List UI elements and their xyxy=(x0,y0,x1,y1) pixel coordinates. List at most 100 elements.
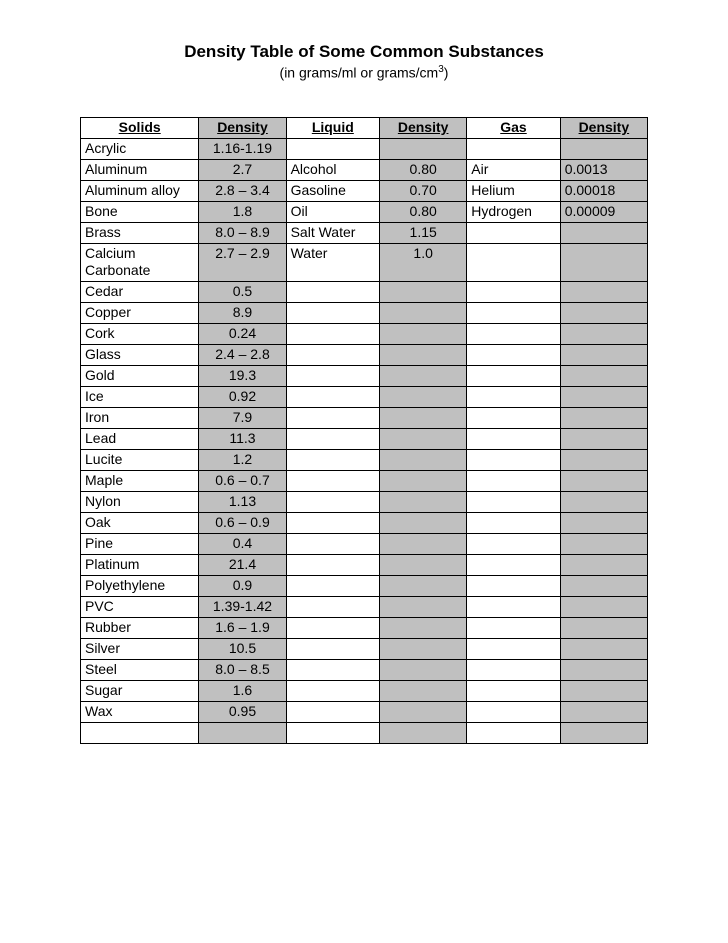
cell xyxy=(380,575,467,596)
cell xyxy=(380,281,467,302)
cell xyxy=(286,575,379,596)
cell xyxy=(467,575,560,596)
cell: Rubber xyxy=(81,617,199,638)
cell xyxy=(560,512,647,533)
cell xyxy=(286,596,379,617)
cell xyxy=(467,596,560,617)
cell xyxy=(467,491,560,512)
cell: Copper xyxy=(81,302,199,323)
cell xyxy=(467,323,560,344)
cell: Platinum xyxy=(81,554,199,575)
cell xyxy=(560,575,647,596)
cell xyxy=(380,302,467,323)
cell: Oak xyxy=(81,512,199,533)
cell: 1.6 – 1.9 xyxy=(199,617,286,638)
cell xyxy=(286,722,379,743)
cell: Nylon xyxy=(81,491,199,512)
table-row: Maple0.6 – 0.7 xyxy=(81,470,648,491)
table-row: Cedar0.5 xyxy=(81,281,648,302)
cell: 19.3 xyxy=(199,365,286,386)
cell: 0.6 – 0.7 xyxy=(199,470,286,491)
table-row: Acrylic1.16-1.19 xyxy=(81,138,648,159)
table-row: Ice0.92 xyxy=(81,386,648,407)
table-row: Cork0.24 xyxy=(81,323,648,344)
cell xyxy=(467,449,560,470)
cell xyxy=(560,428,647,449)
cell xyxy=(380,365,467,386)
table-header-row: SolidsDensityLiquidDensityGasDensity xyxy=(81,117,648,138)
cell: Brass xyxy=(81,222,199,243)
cell xyxy=(467,138,560,159)
table-row: Sugar1.6 xyxy=(81,680,648,701)
cell xyxy=(467,243,560,281)
cell xyxy=(560,596,647,617)
table-row: Lucite1.2 xyxy=(81,449,648,470)
cell xyxy=(467,281,560,302)
cell xyxy=(286,449,379,470)
cell: 7.9 xyxy=(199,407,286,428)
cell xyxy=(467,386,560,407)
cell: 10.5 xyxy=(199,638,286,659)
cell xyxy=(560,386,647,407)
cell xyxy=(560,701,647,722)
cell xyxy=(467,344,560,365)
cell xyxy=(467,722,560,743)
cell xyxy=(380,512,467,533)
cell xyxy=(286,365,379,386)
cell xyxy=(467,680,560,701)
cell xyxy=(380,386,467,407)
cell: Glass xyxy=(81,344,199,365)
cell xyxy=(380,428,467,449)
table-row: Polyethylene0.9 xyxy=(81,575,648,596)
cell xyxy=(560,554,647,575)
cell xyxy=(467,470,560,491)
table-row: Lead11.3 xyxy=(81,428,648,449)
cell: Calcium Carbonate xyxy=(81,243,199,281)
cell xyxy=(467,512,560,533)
cell xyxy=(467,365,560,386)
table-row: Bone1.8Oil0.80Hydrogen0.00009 xyxy=(81,201,648,222)
cell xyxy=(286,491,379,512)
cell: 0.4 xyxy=(199,533,286,554)
table-row xyxy=(81,722,648,743)
density-table: SolidsDensityLiquidDensityGasDensity Acr… xyxy=(80,117,648,744)
cell xyxy=(560,449,647,470)
cell xyxy=(380,344,467,365)
table-row: Glass2.4 – 2.8 xyxy=(81,344,648,365)
cell xyxy=(380,449,467,470)
cell xyxy=(467,617,560,638)
cell xyxy=(380,680,467,701)
cell: 1.6 xyxy=(199,680,286,701)
cell xyxy=(560,617,647,638)
cell: 1.0 xyxy=(380,243,467,281)
cell xyxy=(286,407,379,428)
cell xyxy=(560,281,647,302)
cell: Wax xyxy=(81,701,199,722)
cell: PVC xyxy=(81,596,199,617)
cell xyxy=(286,281,379,302)
cell xyxy=(560,680,647,701)
cell: Silver xyxy=(81,638,199,659)
cell xyxy=(286,428,379,449)
table-row: Rubber1.6 – 1.9 xyxy=(81,617,648,638)
cell xyxy=(199,722,286,743)
cell xyxy=(286,533,379,554)
cell xyxy=(286,386,379,407)
cell xyxy=(380,659,467,680)
cell: 1.39-1.42 xyxy=(199,596,286,617)
cell xyxy=(286,617,379,638)
cell xyxy=(560,533,647,554)
cell xyxy=(467,407,560,428)
cell: Pine xyxy=(81,533,199,554)
cell: 0.24 xyxy=(199,323,286,344)
cell: 0.95 xyxy=(199,701,286,722)
cell xyxy=(467,701,560,722)
cell xyxy=(560,323,647,344)
cell: 2.7 xyxy=(199,159,286,180)
cell: 0.5 xyxy=(199,281,286,302)
table-row: Oak0.6 – 0.9 xyxy=(81,512,648,533)
cell xyxy=(560,470,647,491)
cell xyxy=(560,659,647,680)
cell xyxy=(380,323,467,344)
cell xyxy=(286,701,379,722)
